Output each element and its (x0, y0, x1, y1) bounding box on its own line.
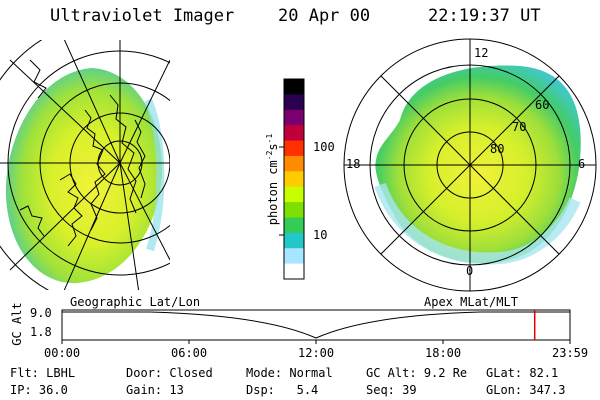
mlt-label-6: 6 (578, 157, 586, 171)
geographic-map (0, 40, 170, 290)
status-ip: IP: 36.0 (10, 383, 68, 397)
mlt-label-0: 0 (466, 264, 474, 278)
mlt-label-12: 12 (474, 46, 489, 60)
status-seq: Seq: 39 (366, 383, 417, 397)
colorbar-segment (284, 217, 304, 234)
timeline-tick-0: 00:00 (44, 346, 81, 360)
status-glat: GLat: 82.1 (486, 366, 559, 380)
colorbar-segment (284, 232, 304, 249)
status-gc-alt: GC Alt: 9.2 Re (366, 366, 468, 380)
timeline-tick-3: 18:00 (425, 346, 462, 360)
colorbar-segment (284, 125, 304, 142)
timeline-y-bottom: 1.8 (30, 325, 52, 339)
timeline-axis-label: GC Alt (10, 302, 24, 346)
mlat-label-60: 60 (535, 98, 550, 112)
colorbar-segment (284, 94, 304, 111)
timeline-plot (61, 309, 571, 344)
instrument-title: Ultraviolet Imager (50, 6, 235, 26)
colorbar-segment (284, 140, 304, 157)
timeline-tick-1: 06:00 (171, 346, 208, 360)
status-mode: Mode: Normal (246, 366, 333, 380)
colorbar-segment (284, 79, 304, 95)
status-dsp: Dsp: 5.4 (246, 383, 319, 397)
date-label: 20 Apr 00 (278, 6, 371, 26)
colorbar-segment (284, 202, 304, 218)
colorbar-unit-label: photon cm-2s-1 (265, 133, 280, 226)
geo-map-label: Geographic Lat/Lon (70, 295, 201, 309)
mlat-label-80: 80 (490, 142, 505, 156)
colorbar (284, 79, 304, 280)
time-label: 22:19:37 UT (428, 6, 541, 26)
colorbar-segment (284, 155, 304, 172)
colorbar-tick-10: 10 (313, 228, 328, 242)
status-glon: GLon: 347.3 (486, 383, 566, 397)
colorbar-tick-100: 100 (313, 140, 335, 154)
colorbar-segment (284, 171, 304, 188)
colorbar-segment (284, 263, 304, 280)
colorbar-segment (284, 109, 304, 126)
status-gain: Gain: 13 (126, 383, 184, 397)
timeline-y-top: 9.0 (30, 306, 52, 320)
timeline-tick-2: 12:00 (298, 346, 335, 360)
mlt-label-18: 18 (346, 157, 361, 171)
colorbar-segment (284, 248, 304, 265)
geo-emission-region (5, 68, 163, 284)
status-flt: Flt: LBHL (10, 366, 76, 380)
timeline-tick-4: 23:59 (552, 346, 589, 360)
polar-plot (343, 38, 597, 292)
polar-plot-label: Apex MLat/MLT (424, 295, 518, 309)
colorbar-segment (284, 186, 304, 203)
status-door: Door: Closed (126, 366, 213, 380)
mlat-label-70: 70 (512, 120, 527, 134)
